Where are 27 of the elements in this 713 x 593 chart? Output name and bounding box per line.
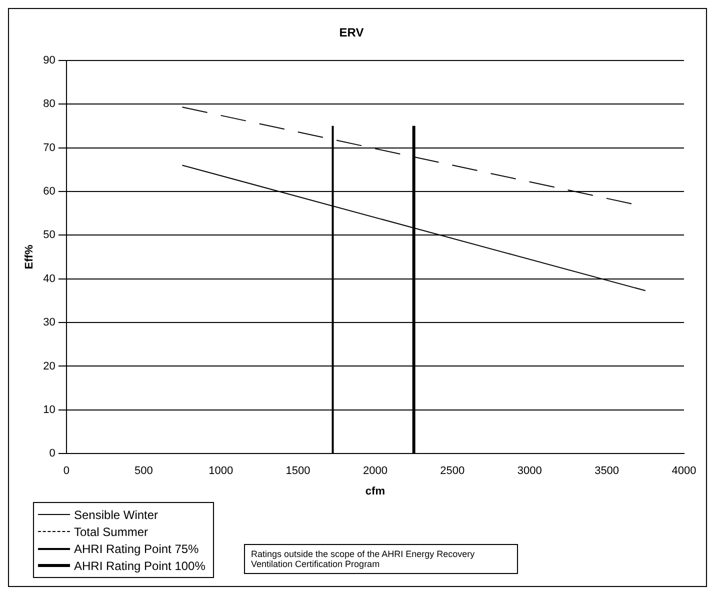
text: Ratings outside the scope of the AHRI Energy Recovery Ventilation Certification Program — [244, 544, 518, 574]
x-axis-title: cfm — [365, 485, 386, 498]
y-tick-label: 20 — [43, 360, 56, 372]
legend-label: Total Summer — [74, 524, 148, 538]
y-tick-label: 80 — [43, 98, 56, 110]
y-tick-label: 40 — [43, 272, 56, 285]
x-tick-label: 0 — [63, 465, 70, 478]
x-tick-label: 3000 — [517, 465, 542, 478]
y-tick-label: 10 — [43, 404, 56, 416]
y-tick-label: 30 — [43, 316, 56, 329]
x-tick-label: 2500 — [440, 465, 465, 478]
x-tick-label: 4000 — [672, 465, 696, 478]
chart-title: ERV — [339, 26, 364, 40]
x-tick-label: 500 — [134, 465, 153, 478]
y-tick-label: 70 — [43, 142, 56, 154]
x-tick-label: 2000 — [362, 465, 388, 478]
y-tick-label: 0 — [49, 448, 56, 460]
legend-label: Sensible Winter — [74, 508, 158, 522]
y-tick-label: 90 — [43, 54, 56, 66]
x-tick-label: 3500 — [594, 465, 620, 478]
y-tick-label: 60 — [43, 186, 56, 198]
legend-label: AHRI Rating Point 100% — [74, 558, 206, 572]
legend-label: AHRI Rating Point 75% — [74, 542, 199, 556]
y-axis-title: Eff% — [24, 244, 36, 270]
x-tick-label: 1500 — [286, 465, 310, 478]
x-tick-label: 1000 — [208, 465, 234, 478]
y-tick-label: 50 — [43, 229, 56, 242]
